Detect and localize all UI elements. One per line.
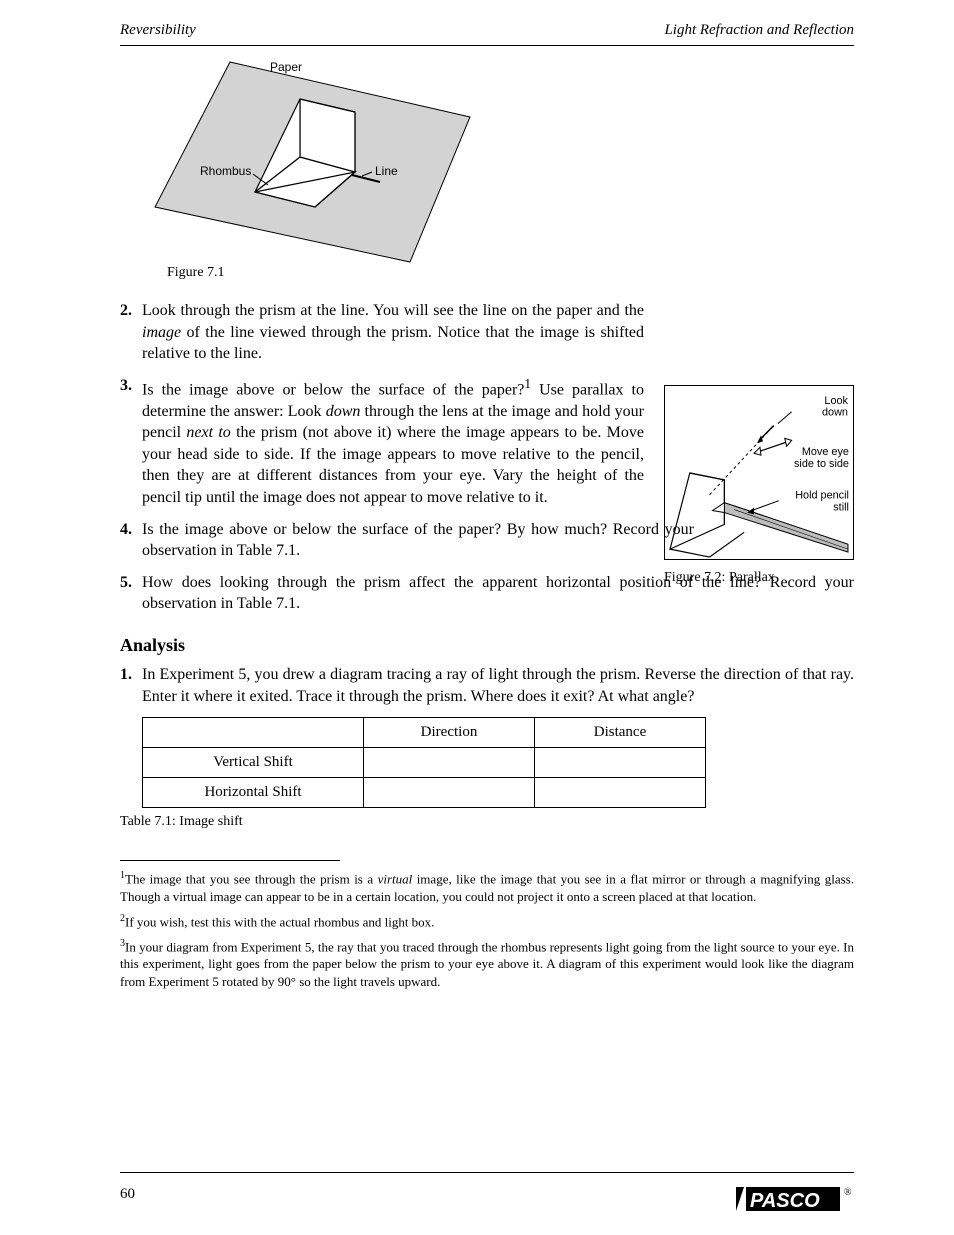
table-cell: [143, 718, 364, 748]
table-cell: [364, 748, 535, 778]
header-left: Reversibility: [120, 22, 196, 39]
table-cell: [535, 748, 706, 778]
table-header-row: Direction Distance: [143, 718, 706, 748]
table-cell: Vertical Shift: [143, 748, 364, 778]
step-2: 2. Look through the prism at the line. Y…: [120, 300, 854, 365]
analysis-step-1: 1. In Experiment 5, you drew a diagram t…: [120, 664, 854, 707]
step-number: 4.: [120, 519, 142, 562]
step-text: Look through the prism at the line. You …: [142, 300, 854, 365]
table-cell: Distance: [535, 718, 706, 748]
logo-text: PASCO: [750, 1190, 820, 1212]
header-rule: [120, 45, 854, 46]
footnote-text: The image that you see through the prism…: [120, 872, 854, 905]
table-cell: [535, 778, 706, 808]
body-text: 2. Look through the prism at the line. Y…: [120, 300, 854, 991]
pasco-logo: PASCO ®: [736, 1183, 856, 1215]
image-shift-table: Direction Distance Vertical Shift Horizo…: [142, 717, 706, 808]
step-5: 5. How does looking through the prism af…: [120, 572, 854, 615]
figure-prism-on-paper: Paper Rhombus Line: [150, 57, 480, 267]
page: Reversibility Light Refraction and Refle…: [0, 0, 954, 1235]
footnote-1: 1The image that you see through the pris…: [120, 869, 854, 905]
step-text: How does looking through the prism affec…: [142, 572, 854, 615]
step-text: Is the image above or below the surface …: [142, 375, 854, 509]
step-number: 3.: [120, 375, 142, 509]
step-text: In Experiment 5, you drew a diagram trac…: [142, 664, 854, 707]
header-right: Light Refraction and Reflection: [664, 22, 854, 39]
analysis-heading: Analysis: [120, 635, 854, 656]
label-line: Line: [375, 164, 398, 178]
footnote-text: If you wish, test this with the actual r…: [125, 914, 434, 929]
table-cell: [364, 778, 535, 808]
step-number: 1.: [120, 664, 142, 707]
footnote-2: 2If you wish, test this with the actual …: [120, 912, 854, 931]
table-caption: Table 7.1: Image shift: [120, 814, 854, 830]
step-3: 3. Is the image above or below the surfa…: [120, 375, 854, 509]
label-rhombus: Rhombus: [200, 164, 251, 178]
footnote-rule: [120, 860, 340, 861]
step-number: 2.: [120, 300, 142, 365]
footnote-text: In your diagram from Experiment 5, the r…: [120, 939, 854, 989]
figure1-caption: Figure 7.1: [167, 265, 225, 281]
label-paper: Paper: [270, 60, 302, 74]
table-cell: Horizontal Shift: [143, 778, 364, 808]
table-cell: Direction: [364, 718, 535, 748]
step-text: Is the image above or below the surface …: [142, 519, 854, 562]
footer-rule: [120, 1172, 854, 1173]
step-4: 4. Is the image above or below the surfa…: [120, 519, 854, 562]
table-row: Vertical Shift: [143, 748, 706, 778]
step-number: 5.: [120, 572, 142, 615]
registered-symbol: ®: [844, 1187, 852, 1198]
footnote-3: 3In your diagram from Experiment 5, the …: [120, 937, 854, 991]
table-row: Horizontal Shift: [143, 778, 706, 808]
page-number: 60: [120, 1186, 135, 1203]
